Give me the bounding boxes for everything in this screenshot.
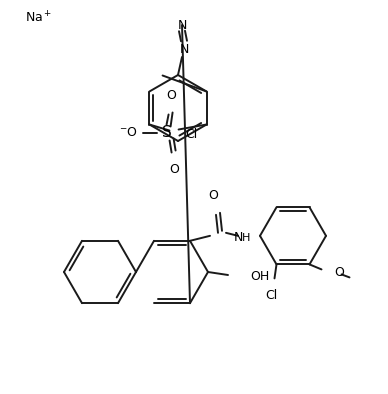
Text: N: N bbox=[233, 231, 242, 244]
Text: H: H bbox=[242, 233, 250, 243]
Text: N: N bbox=[177, 19, 187, 32]
Text: O: O bbox=[166, 89, 177, 102]
Text: Na$^+$: Na$^+$ bbox=[25, 10, 52, 26]
Text: O: O bbox=[170, 163, 180, 176]
Text: O: O bbox=[334, 266, 345, 279]
Text: N: N bbox=[179, 43, 189, 56]
Text: OH: OH bbox=[250, 271, 269, 284]
Text: Cl: Cl bbox=[265, 289, 278, 302]
Text: O: O bbox=[208, 190, 218, 203]
Text: S: S bbox=[162, 125, 171, 140]
Text: $\mathregular{^{-}}$O: $\mathregular{^{-}}$O bbox=[119, 126, 138, 139]
Text: Cl: Cl bbox=[185, 128, 197, 141]
